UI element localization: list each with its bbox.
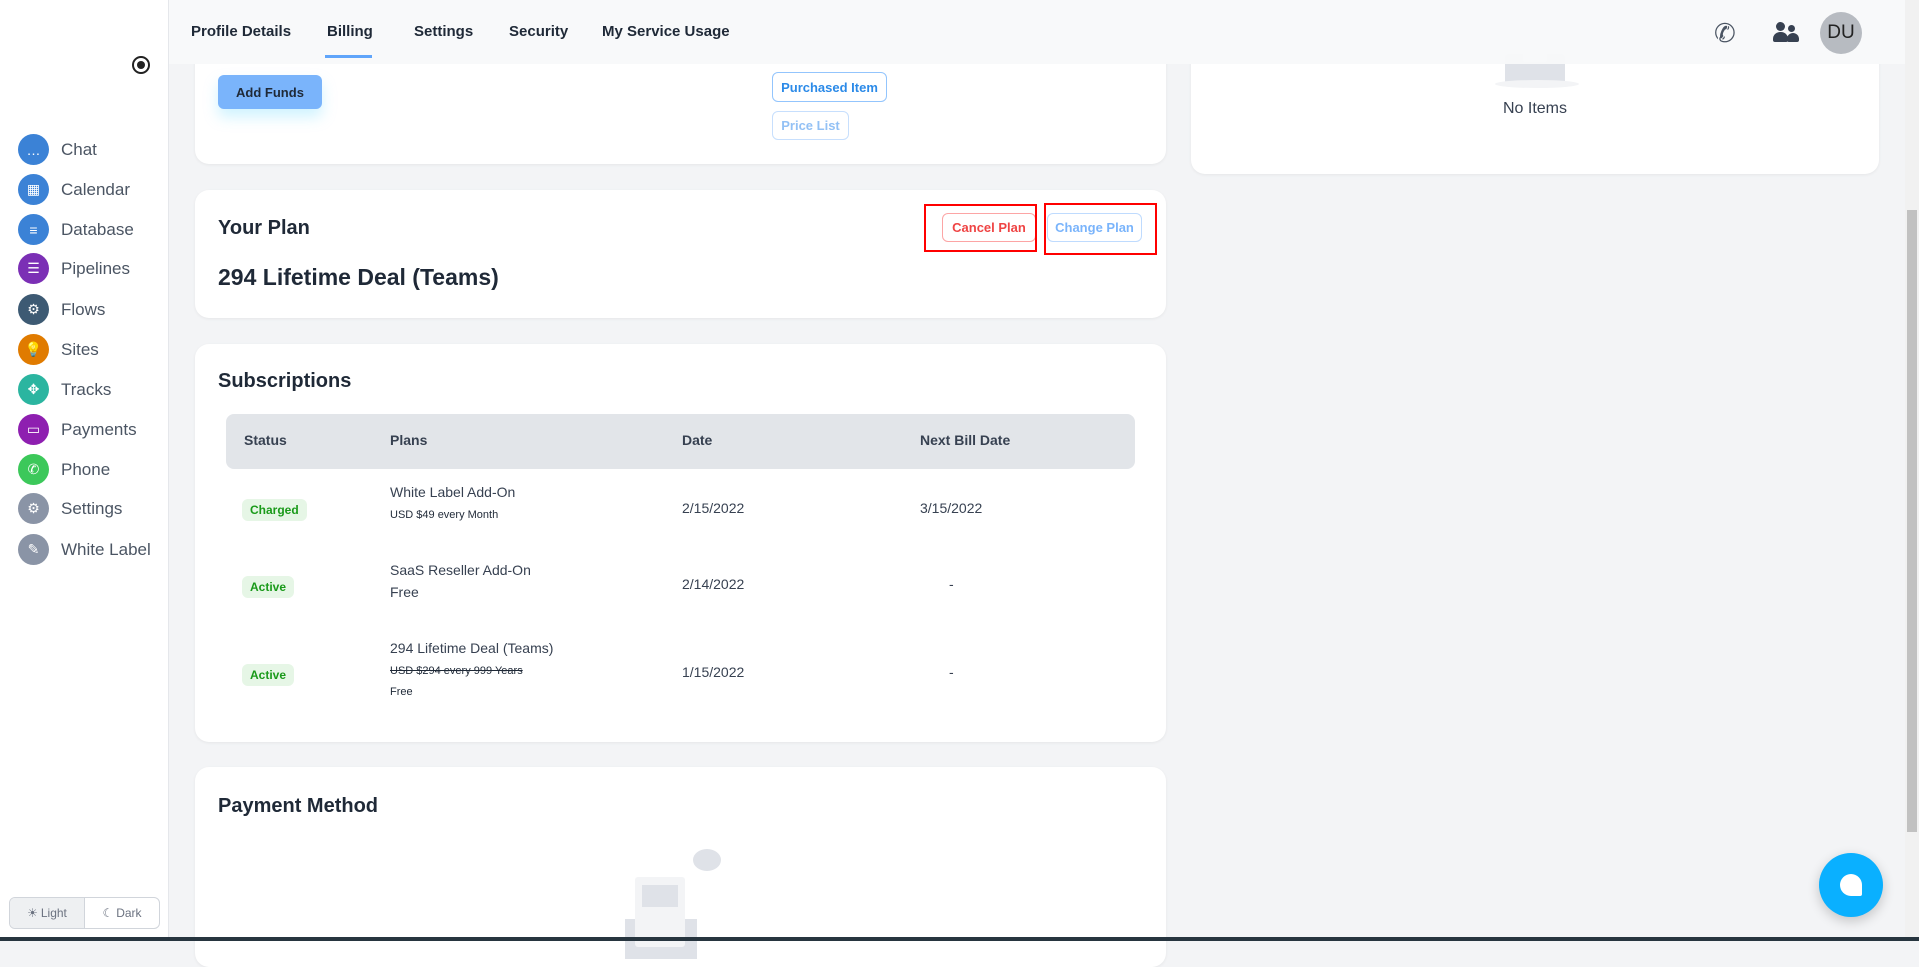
purchased-item-button[interactable]: Purchased Item [772, 72, 887, 102]
highlight-box [924, 204, 1037, 252]
plan-name: White Label Add-On [390, 484, 516, 500]
sidebar-item-sites[interactable]: 💡 Sites [18, 334, 99, 365]
empty-payment-illustration-icon [625, 849, 735, 959]
plan-price: Free [390, 584, 419, 600]
sidebar-item-label: Sites [61, 339, 99, 359]
column-header: Status [244, 432, 287, 448]
sidebar-item-label: Database [61, 219, 134, 239]
palette-icon: ✎ [18, 534, 49, 565]
sidebar: … Chat ▦ Calendar ≡ Database ☰ Pipelines ⚙ Flows 💡… [0, 0, 169, 941]
table-row: Active SaaS Reseller Add-On Free 2/14/20… [195, 562, 1166, 632]
sidebar-item-tracks[interactable]: ✥ Tracks [18, 374, 111, 405]
tab-bar: Profile Details Billing Settings Securit… [169, 0, 1905, 64]
sidebar-item-label: Settings [61, 498, 123, 518]
radio-toggle-icon[interactable] [132, 56, 150, 74]
theme-toggle: ☀ Light ☾ Dark [9, 897, 160, 929]
taskbar-strip [0, 937, 1919, 941]
subscriptions-card: Subscriptions Status Plans Date Next Bil… [195, 344, 1166, 742]
highlight-box [1044, 203, 1157, 255]
next-bill-date: 3/15/2022 [920, 500, 983, 516]
sidebar-item-label: White Label [61, 539, 151, 559]
plan-date: 2/14/2022 [682, 576, 745, 592]
add-funds-button[interactable]: Add Funds [218, 75, 322, 109]
sidebar-item-label: Flows [61, 299, 106, 319]
status-badge: Charged [242, 499, 307, 521]
sidebar-item-payments[interactable]: ▭ Payments [18, 414, 137, 445]
sidebar-item-pipelines[interactable]: ☰ Pipelines [18, 253, 130, 284]
sidebar-item-flows[interactable]: ⚙ Flows [18, 294, 105, 325]
your-plan-card: Your Plan 294 Lifetime Deal (Teams) Canc… [195, 190, 1166, 318]
tab-settings[interactable]: Settings [414, 23, 474, 40]
chat-widget-button[interactable] [1819, 853, 1883, 917]
users-icon[interactable] [1773, 20, 1799, 44]
plan-date: 2/15/2022 [682, 500, 745, 516]
gear-cycle-icon: ⚙ [18, 294, 49, 325]
tab-billing[interactable]: Billing [327, 23, 373, 40]
scrollbar-thumb[interactable] [1907, 210, 1917, 832]
plan-price: USD $49 every Month [390, 509, 499, 521]
sidebar-item-label: Calendar [61, 179, 130, 199]
sidebar-item-label: Pipelines [61, 258, 130, 278]
sun-icon: ☀ [27, 906, 38, 920]
active-tab-indicator [325, 55, 372, 58]
column-header: Plans [390, 432, 428, 448]
sidebar-item-calendar[interactable]: ▦ Calendar [18, 174, 130, 205]
next-bill-date: - [949, 664, 954, 680]
table-row: Charged White Label Add-On USD $49 every… [195, 484, 1166, 554]
sidebar-item-label: Payments [61, 419, 137, 439]
arrows-icon: ✥ [18, 374, 49, 405]
column-header: Next Bill Date [920, 432, 1011, 448]
avatar[interactable]: DU [1820, 12, 1862, 54]
database-icon: ≡ [18, 214, 49, 245]
table-header: Status Plans Date Next Bill Date [226, 414, 1135, 469]
sidebar-item-label: Tracks [61, 379, 112, 399]
your-plan-title: Your Plan [218, 217, 310, 239]
calendar-icon: ▦ [18, 174, 49, 205]
sidebar-item-label: Phone [61, 459, 111, 479]
column-header: Date [682, 432, 713, 448]
theme-light-button[interactable]: ☀ Light [10, 898, 84, 928]
sidebar-item-settings[interactable]: ⚙ Settings [18, 493, 122, 524]
tab-security[interactable]: Security [509, 23, 569, 40]
tab-my-service-usage[interactable]: My Service Usage [602, 23, 730, 40]
plan-old-price: USD $294 every 999 Years [390, 665, 523, 677]
scrollbar[interactable] [1905, 0, 1919, 937]
sidebar-item-chat[interactable]: … Chat [18, 134, 97, 165]
chat-icon: … [18, 134, 49, 165]
lightbulb-icon: 💡 [18, 334, 49, 365]
status-badge: Active [242, 576, 295, 598]
phone-icon[interactable]: ✆ [1714, 18, 1736, 48]
wrench-gear-icon: ⚙ [18, 493, 49, 524]
sidebar-item-database[interactable]: ≡ Database [18, 214, 134, 245]
plan-date: 1/15/2022 [682, 664, 745, 680]
table-row: Active 294 Lifetime Deal (Teams) USD $29… [195, 640, 1166, 720]
subscriptions-title: Subscriptions [218, 370, 352, 392]
next-bill-date: - [949, 576, 954, 592]
plan-name: 294 Lifetime Deal (Teams) [218, 264, 499, 290]
cancel-plan-button[interactable]: Cancel Plan [942, 213, 1036, 242]
theme-dark-button[interactable]: ☾ Dark [84, 898, 159, 928]
phone-icon: ✆ [18, 454, 49, 485]
plan-name: 294 Lifetime Deal (Teams) [390, 640, 554, 656]
clipboard-icon: ☰ [18, 253, 49, 284]
moon-icon: ☾ [102, 906, 114, 920]
sidebar-item-phone[interactable]: ✆ Phone [18, 454, 110, 485]
status-badge: Active [242, 664, 295, 686]
tab-profile-details[interactable]: Profile Details [191, 23, 292, 40]
change-plan-button[interactable]: Change Plan [1047, 213, 1142, 242]
chat-bubble-icon [1840, 874, 1862, 896]
plan-price: Free [390, 686, 413, 698]
sidebar-item-label: Chat [61, 139, 97, 159]
plan-name: SaaS Reseller Add-On [390, 562, 531, 578]
sidebar-item-white-label[interactable]: ✎ White Label [18, 534, 151, 565]
payment-method-title: Payment Method [218, 795, 379, 817]
card-icon: ▭ [18, 414, 49, 445]
no-items-text: No Items [1502, 100, 1567, 117]
price-list-button[interactable]: Price List [772, 111, 849, 140]
